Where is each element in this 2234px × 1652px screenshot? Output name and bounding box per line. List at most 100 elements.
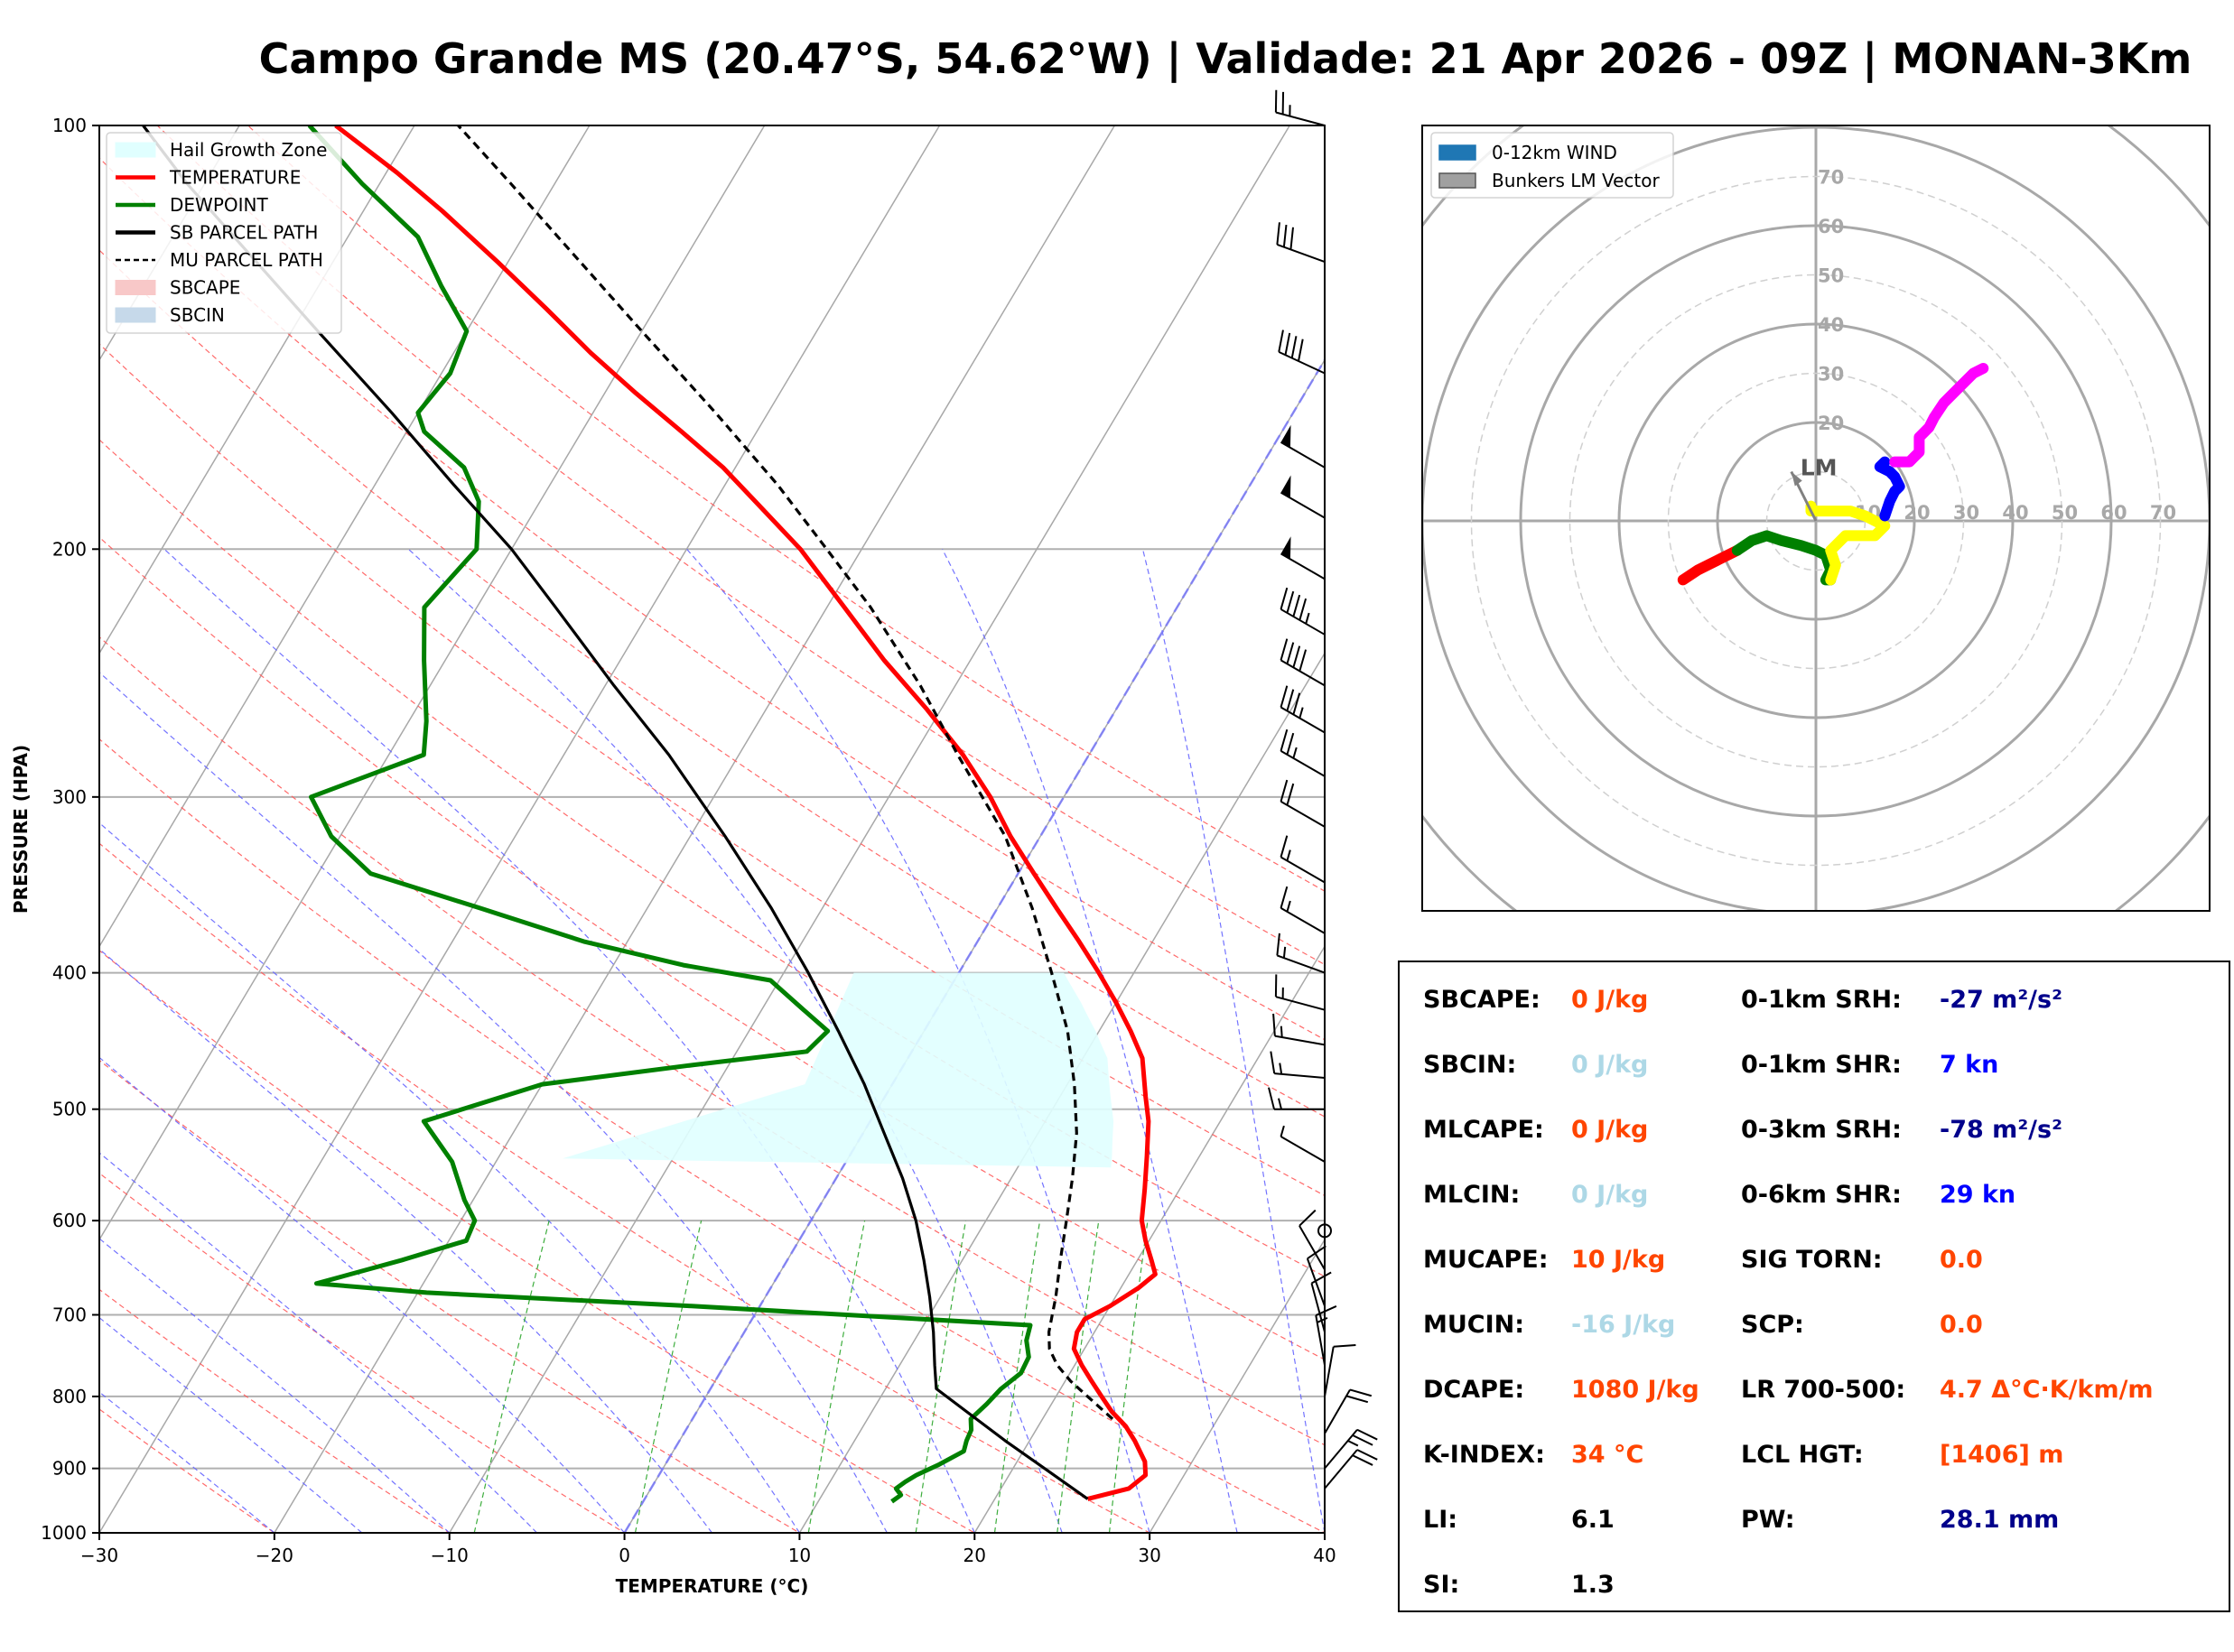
hodo-range-label: 60: [2100, 502, 2127, 524]
y-tick-label: 400: [52, 962, 87, 984]
x-tick-label: 20: [963, 1545, 986, 1566]
wind-barb-half-feather: [1279, 1063, 1283, 1074]
col2-value-7: [1406] m: [1940, 1441, 2064, 1469]
legend-box: [106, 132, 342, 334]
y-tick-label: 900: [52, 1458, 87, 1480]
chart-title: Campo Grande MS (20.47°S, 54.62°W) | Val…: [258, 34, 2192, 83]
dry-adiabat: [99, 1172, 626, 1533]
wind-barb-feather: [1315, 1305, 1337, 1316]
hodo-9-12km-trace: [1889, 363, 1989, 468]
wind-barb: [1280, 441, 1326, 469]
moist-adiabat: [99, 1056, 626, 1533]
col2-value-1: 7 kn: [1940, 1051, 1999, 1079]
wind-barb: [1277, 954, 1326, 974]
col2-value-3: 29 kn: [1940, 1181, 2016, 1209]
hodo-ring: [1716, 421, 1916, 621]
legend-swatch: [1438, 172, 1476, 189]
wind-barb-feather: [1280, 886, 1289, 909]
wind-barb-feather: [1276, 933, 1280, 956]
col1-label-2: MLCAPE:: [1423, 1116, 1544, 1144]
legend-label: SBCIN: [170, 304, 225, 326]
wind-barb-half-feather: [1286, 849, 1291, 861]
dry-adiabat: [156, 125, 1325, 966]
wind-barb-feather: [1280, 835, 1289, 858]
isotherm: [1149, 1238, 1325, 1533]
wind-barb-feather: [1345, 1395, 1369, 1404]
dry-adiabat: [99, 343, 1325, 1197]
x-tick-label: −20: [256, 1545, 293, 1566]
hodo-dashed-ring: [1470, 175, 2162, 867]
mixing-ratio-line: [993, 1220, 1041, 1533]
wind-barb-half-feather: [1280, 1026, 1283, 1038]
mixing-ratio-line: [1056, 1220, 1100, 1533]
wind-barb: [1280, 801, 1326, 828]
moist-adiabat: [686, 548, 1150, 1533]
col1-value-4: 10 J/kg: [1571, 1246, 1666, 1274]
wind-barb-half-feather: [1280, 1125, 1285, 1137]
col1-label-9: SI:: [1423, 1571, 1460, 1599]
moist-adiabat: [99, 1316, 363, 1533]
wind-barb-feather: [1286, 783, 1295, 806]
col1-label-3: MLCIN:: [1423, 1181, 1521, 1209]
y-tick-label: 1000: [41, 1522, 87, 1544]
wind-barb-feather: [1280, 729, 1289, 752]
hodo-0-1km-trace: [1677, 544, 1743, 586]
moist-adiabat: [99, 821, 800, 1533]
col2-value-0: -27 m²/s²: [1940, 986, 2062, 1014]
col1-value-3: 0 J/kg: [1571, 1181, 1649, 1209]
lm-label: LM: [1801, 455, 1838, 481]
wind-barb-feather: [1276, 222, 1280, 246]
wind-barb: [1280, 491, 1326, 519]
legend-label: SBCAPE: [170, 277, 240, 299]
y-tick-label: 800: [52, 1386, 87, 1407]
wind-barb-feather: [1289, 227, 1294, 250]
x-tick-label: 10: [788, 1545, 811, 1566]
wind-barb-half-feather: [1282, 946, 1287, 959]
hodo-dashed-ring: [1568, 274, 2063, 768]
dry-adiabat: [99, 249, 1325, 1118]
wind-barb: [1280, 750, 1326, 777]
wind-barb-feather: [1352, 1454, 1373, 1466]
y-tick-label: 600: [52, 1210, 87, 1231]
col1-value-8: 6.1: [1571, 1506, 1615, 1534]
col1-value-1: 0 J/kg: [1571, 1051, 1649, 1079]
isotherm: [274, 125, 1116, 1533]
legend-swatch: [1438, 144, 1476, 161]
mixing-ratio-line: [1108, 1220, 1149, 1533]
col1-value-7: 34 °C: [1571, 1441, 1644, 1469]
dry-adiabat: [99, 738, 1325, 1533]
col1-label-6: DCAPE:: [1423, 1376, 1525, 1404]
hodo-range-label: 30: [1953, 502, 1979, 524]
col2-value-2: -78 m²/s²: [1940, 1116, 2062, 1144]
legend-label: SB PARCEL PATH: [170, 222, 318, 244]
col1-value-9: 1.3: [1571, 1571, 1615, 1599]
wind-barb-feather: [1282, 224, 1288, 247]
hodo-range-label: 70: [2150, 502, 2176, 524]
dry-adiabat: [99, 536, 1325, 1360]
legend-label: TEMPERATURE: [169, 167, 301, 189]
dry-adiabat: [99, 1059, 801, 1533]
wind-barb-flag: [1280, 475, 1291, 498]
wind-barb-feather: [1268, 1087, 1275, 1109]
wind-barb-feather: [1356, 1449, 1378, 1461]
mixing-ratio-line: [634, 1220, 703, 1533]
dry-adiabat: [99, 1288, 451, 1533]
wind-barb: [1280, 907, 1326, 934]
sb-parcel-path-line: [142, 125, 1089, 1500]
wind-barb-half-feather: [1305, 612, 1310, 625]
wind-barb: [1274, 1035, 1326, 1046]
col2-value-4: 0.0: [1940, 1246, 1983, 1274]
x-tick-label: 30: [1138, 1545, 1160, 1566]
wind-barb-flag: [1280, 424, 1291, 448]
legend-swatch: [115, 142, 156, 158]
wind-barb-feather: [1272, 1013, 1276, 1036]
moist-adiabat: [942, 549, 1238, 1533]
calm-wind-barb: [1317, 1223, 1332, 1239]
col1-label-4: MUCAPE:: [1423, 1246, 1549, 1274]
col2-value-8: 28.1 mm: [1940, 1506, 2060, 1534]
col2-label-6: LR 700-500:: [1741, 1376, 1906, 1404]
indices-panel: SBCAPE: 0 J/kg SBCIN: 0 J/kg MLCAPE: 0 J/kg ML…: [1398, 961, 2230, 1612]
temperature-line: [334, 125, 1158, 1501]
hodo-ring: [1617, 322, 2015, 719]
